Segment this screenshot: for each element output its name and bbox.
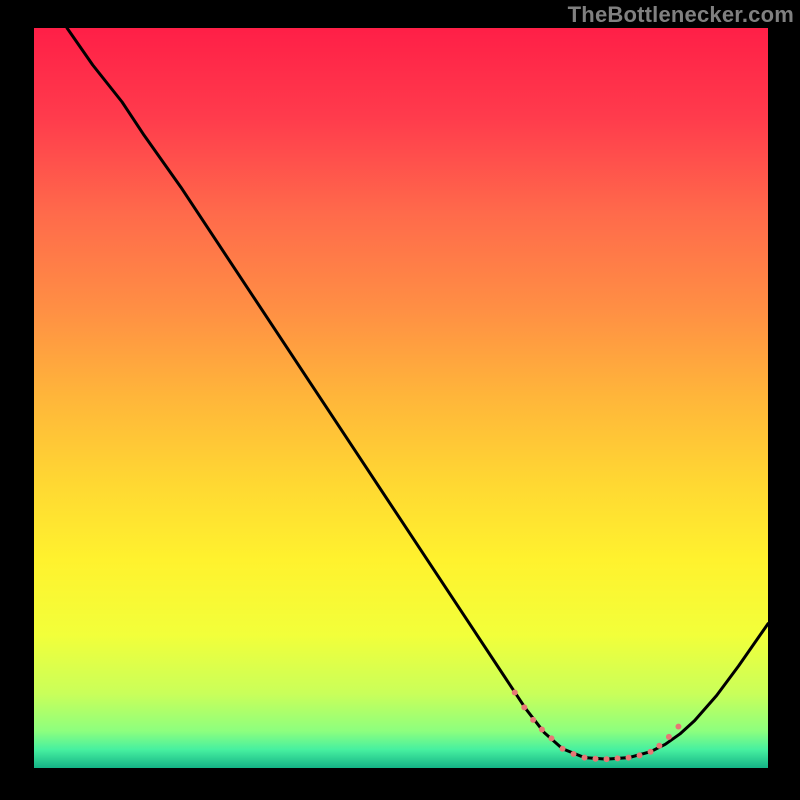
curve-dot	[626, 755, 632, 761]
curve-dot	[539, 727, 545, 733]
curve-dot	[581, 755, 587, 761]
curve-dot	[512, 690, 518, 696]
curve-dot	[530, 717, 536, 723]
plot-area	[34, 28, 768, 768]
curve-dot	[666, 734, 672, 740]
chart-frame: TheBottlenecker.com	[0, 0, 800, 800]
plot-svg	[34, 28, 768, 768]
gradient-background	[34, 28, 768, 768]
curve-dot	[570, 751, 576, 757]
curve-dot	[637, 752, 643, 758]
curve-dot	[675, 724, 681, 730]
curve-dot	[656, 743, 662, 749]
curve-dot	[615, 755, 621, 761]
curve-dot	[593, 756, 599, 762]
curve-dot	[548, 735, 554, 741]
curve-dot	[648, 749, 654, 755]
curve-dot	[604, 756, 610, 762]
watermark-text: TheBottlenecker.com	[568, 2, 794, 28]
curve-dot	[559, 746, 565, 752]
curve-dot	[521, 704, 527, 710]
